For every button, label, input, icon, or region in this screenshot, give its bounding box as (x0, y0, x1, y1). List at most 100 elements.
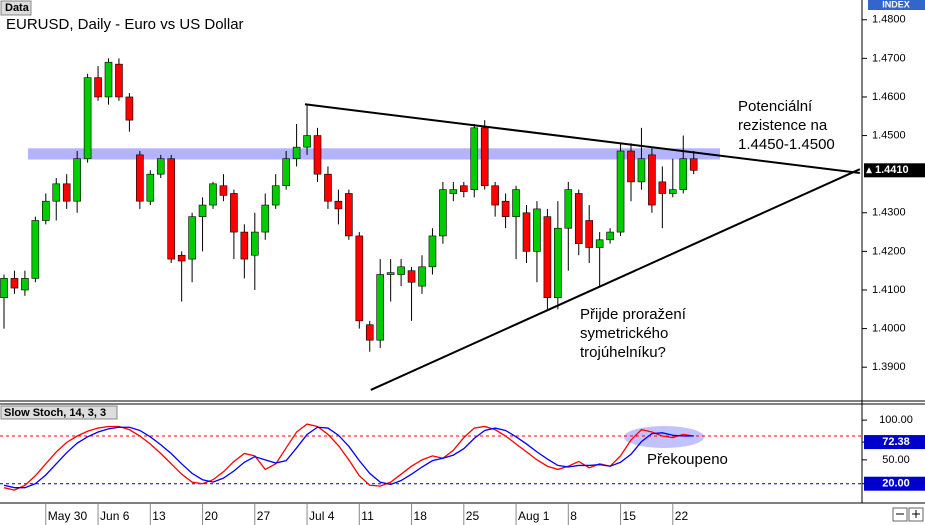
highlight-ellipse (624, 426, 704, 448)
candle-body (73, 158, 81, 202)
candle-body (439, 189, 447, 237)
y-tick-label: 72.38 (882, 436, 910, 448)
last-price-label: 1.4410 (875, 164, 909, 176)
annotation: 1.4450-1.4500 (738, 136, 835, 153)
candle-body (10, 278, 19, 289)
candle-body (209, 183, 217, 206)
candle-body (522, 212, 531, 252)
candle-body (407, 270, 416, 283)
annotation: Překoupeno (647, 451, 728, 468)
annotation: Potenciální (738, 98, 813, 115)
index-box (868, 0, 925, 10)
candle-body (449, 189, 458, 194)
y-tick-label: 1.4500 (872, 129, 906, 141)
x-tick-label: 27 (257, 509, 271, 523)
candle-body (397, 266, 405, 275)
index-label: INDEX (882, 0, 910, 9)
candle-body (595, 239, 604, 248)
candle-body (292, 146, 301, 160)
x-tick-label: 8 (570, 509, 577, 523)
candle-body (480, 127, 489, 187)
x-tick-label: 18 (414, 509, 428, 523)
candle-body (282, 158, 290, 187)
y-tick-label: 1.3900 (872, 361, 906, 373)
data-label: Data (5, 2, 30, 14)
y-tick-label: 100.00 (879, 414, 913, 426)
candle-body (146, 173, 155, 202)
x-tick-label: 25 (466, 509, 480, 523)
candle-body (648, 154, 656, 206)
candle-body (41, 200, 50, 221)
candle-body (679, 158, 688, 190)
y-tick-label: 1.4700 (872, 52, 906, 64)
candle-body (115, 63, 123, 98)
candle-body (136, 154, 144, 202)
x-tick-label: 22 (675, 509, 689, 523)
candle-body (376, 274, 385, 341)
candle-body (219, 185, 228, 196)
candle-body (418, 266, 426, 287)
candle-body (31, 220, 40, 279)
annotation: Přijde proražení (580, 306, 687, 323)
candle-body (512, 189, 520, 217)
candle-body (554, 227, 562, 299)
candle-body (616, 150, 625, 233)
x-tick-label: 11 (361, 509, 374, 523)
candle-body (198, 204, 207, 217)
candle-body (501, 200, 510, 217)
stoch-label-box (0, 405, 118, 420)
y-tick-label: 20.00 (882, 478, 910, 490)
candle-body (627, 150, 635, 183)
candle-body (491, 185, 499, 206)
candle-body (585, 220, 594, 248)
candle-body (230, 193, 238, 233)
stoch-line (3, 426, 694, 489)
candle-body (658, 181, 667, 194)
candle-body (21, 278, 29, 291)
candle-body (188, 216, 196, 260)
y-tick-label: 1.4300 (872, 207, 906, 219)
candle-body (334, 200, 343, 210)
x-tick-label: Aug 1 (518, 509, 550, 523)
y-tick-label: 1.4100 (872, 284, 906, 296)
candle-body (313, 135, 322, 175)
annotation: rezistence na (738, 117, 828, 134)
resistance-zone (28, 148, 720, 160)
candle-body (240, 231, 249, 260)
candle-body (533, 208, 541, 252)
candle-body (543, 216, 552, 299)
candle-body (345, 193, 353, 237)
candle-body (177, 254, 186, 262)
candle-body (324, 173, 332, 202)
x-tick-label: Jul 4 (309, 509, 335, 523)
trendline (370, 168, 861, 391)
y-tick-label: 1.4800 (872, 14, 906, 26)
candle-body (689, 158, 698, 171)
candle-body (355, 235, 364, 322)
annotation: trojúhelníku? (580, 344, 666, 361)
candle-body (62, 183, 71, 202)
candle-body (386, 272, 395, 275)
candle-body (564, 189, 573, 229)
candle-body (668, 189, 677, 194)
stoch-title: Slow Stoch, 14, 3, 3 (4, 407, 106, 419)
candle-body (459, 185, 468, 192)
candle-body (470, 127, 479, 190)
x-tick-label: 13 (152, 509, 166, 523)
candle-body (52, 183, 61, 202)
candle-body (156, 158, 165, 175)
chart-title: EURUSD, Daily - Euro vs US Dollar (6, 16, 244, 33)
candle-body (365, 324, 374, 341)
candle-body (167, 158, 175, 260)
candle-body (83, 77, 92, 160)
x-tick-label: May 30 (48, 509, 88, 523)
y-tick-label: 50.00 (882, 454, 910, 466)
stoch-line (3, 423, 694, 491)
candle-body (574, 193, 583, 244)
x-tick-label: Jun 6 (100, 509, 130, 523)
value-box (864, 476, 925, 491)
candle-body (251, 231, 259, 256)
y-tick-label: 1.4000 (872, 322, 906, 334)
